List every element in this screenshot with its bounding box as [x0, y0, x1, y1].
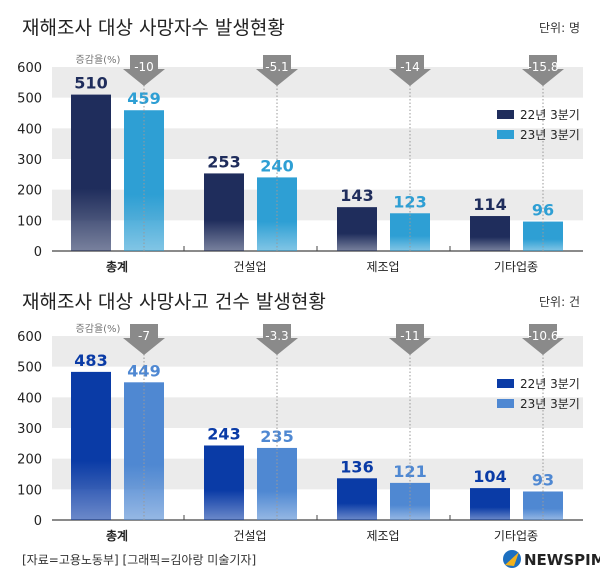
x-category-label: 기타업종 — [494, 260, 538, 274]
chart-2: 재해조사 대상 사망사고 건수 발생현황 단위: 건 0 100 200 300 400 50… — [17, 291, 583, 543]
legend-label: 23년 3분기 — [520, 128, 580, 142]
y-tick-label: 0 — [34, 245, 42, 260]
x-category-label: 건설업 — [233, 260, 266, 274]
down-arrow-icon — [522, 55, 564, 86]
bar-value-label: 510 — [74, 74, 107, 93]
legend-label: 22년 3분기 — [520, 377, 580, 391]
change-rate-value: -10 — [134, 60, 154, 74]
x-category-label: 건설업 — [233, 529, 266, 543]
y-tick-label: 200 — [17, 453, 42, 468]
x-category-label: 기타업종 — [494, 529, 538, 543]
down-arrow-icon — [123, 55, 165, 86]
down-arrow-icon — [522, 324, 564, 355]
down-arrow-icon — [389, 55, 431, 86]
change-rate-value: -11 — [400, 329, 420, 343]
newspim-logo: NEWSPIM — [503, 550, 600, 569]
legend-swatch — [497, 379, 514, 388]
change-rate-label: 증감율(%) — [76, 54, 121, 66]
y-tick-label: 0 — [34, 514, 42, 529]
logo-text: NEWSPIM — [524, 551, 600, 569]
unit-label: 단위: 명 — [539, 21, 580, 35]
y-tick-label: 400 — [17, 122, 42, 137]
y-tick-label: 500 — [17, 92, 42, 107]
legend-label: 22년 3분기 — [520, 108, 580, 122]
y-tick-label: 500 — [17, 361, 42, 376]
bar-value-label: 449 — [127, 361, 160, 380]
bar-value-label: 114 — [473, 195, 506, 214]
legend-swatch — [497, 130, 514, 139]
bar — [470, 488, 510, 520]
bar — [204, 173, 244, 251]
x-category-label: 총계 — [106, 528, 128, 543]
bar-value-label: 253 — [207, 152, 240, 171]
bar-value-label: 483 — [74, 351, 107, 370]
y-tick-label: 400 — [17, 391, 42, 406]
bar-value-label: 243 — [207, 424, 240, 443]
unit-label: 단위: 건 — [539, 295, 580, 309]
x-category-label: 총계 — [106, 259, 128, 274]
y-tick-label: 100 — [17, 214, 42, 229]
y-tick-label: 600 — [17, 330, 42, 345]
y-tick-label: 200 — [17, 184, 42, 199]
source-credit: [자료=고용노동부] [그래픽=김아랑 미술기자] — [22, 553, 256, 567]
legend-swatch — [497, 110, 514, 119]
change-rate-value: -15.8 — [527, 60, 558, 74]
chart-title: 재해조사 대상 사망자수 발생현황 — [22, 17, 285, 39]
change-rate-label: 증감율(%) — [76, 323, 121, 335]
y-tick-label: 300 — [17, 153, 42, 168]
bar — [204, 445, 244, 520]
bar — [71, 94, 111, 251]
change-rate-value: -3.3 — [265, 329, 288, 343]
bar — [257, 177, 297, 251]
bar-value-label: 104 — [473, 467, 506, 486]
change-rate-value: -10.6 — [527, 329, 558, 343]
down-arrow-icon — [123, 324, 165, 355]
x-category-label: 제조업 — [366, 529, 399, 543]
y-tick-label: 300 — [17, 422, 42, 437]
bar — [124, 382, 164, 520]
bar — [337, 478, 377, 520]
x-category-label: 제조업 — [366, 260, 399, 274]
chart-title: 재해조사 대상 사망사고 건수 발생현황 — [22, 291, 326, 313]
bar — [337, 207, 377, 251]
down-arrow-icon — [256, 55, 298, 86]
legend-swatch — [497, 399, 514, 408]
down-arrow-icon — [389, 324, 431, 355]
change-rate-value: -5.1 — [265, 60, 288, 74]
bar — [470, 216, 510, 251]
bar-value-label: 121 — [393, 462, 426, 481]
bar-value-label: 136 — [340, 457, 373, 476]
bar — [71, 371, 111, 520]
bar-value-label: 96 — [532, 201, 554, 220]
y-tick-label: 600 — [17, 61, 42, 76]
change-rate-value: -14 — [400, 60, 420, 74]
change-rate-value: -7 — [138, 329, 150, 343]
down-arrow-icon — [256, 324, 298, 355]
bar-value-label: 143 — [340, 186, 373, 205]
legend-label: 23년 3분기 — [520, 397, 580, 411]
chart-1: 재해조사 대상 사망자수 발생현황 단위: 명 0 100 200 300 400 500 60… — [17, 17, 583, 274]
bar-value-label: 235 — [260, 427, 293, 446]
bar-value-label: 93 — [532, 470, 554, 489]
y-tick-label: 100 — [17, 483, 42, 498]
bar-value-label: 459 — [127, 89, 160, 108]
